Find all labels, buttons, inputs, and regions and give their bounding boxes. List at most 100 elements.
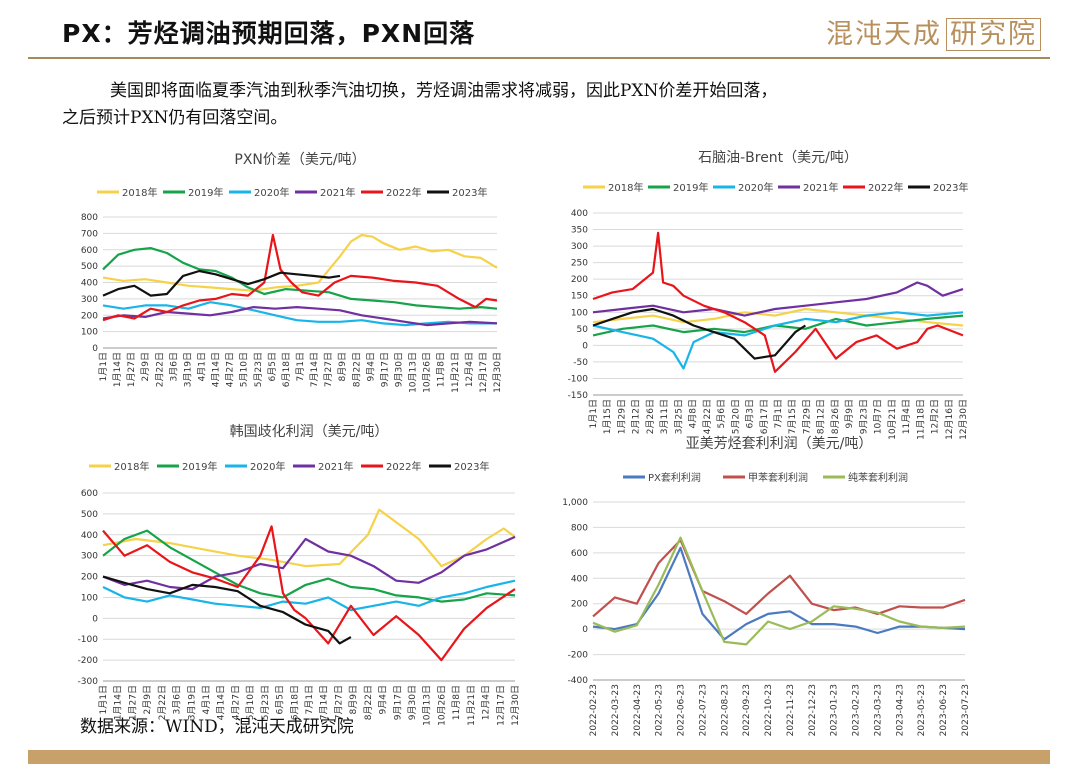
x-tick-label: 12月17日 xyxy=(478,352,489,393)
x-tick-label: 12月30日 xyxy=(958,399,969,440)
y-tick-label: 400 xyxy=(571,574,588,584)
y-tick-label: 50 xyxy=(577,325,589,335)
x-tick-label: 1月15日 xyxy=(602,399,613,434)
legend-label: 2018年 xyxy=(114,460,149,473)
x-tick-label: 9月17日 xyxy=(379,352,390,387)
y-tick-label: -200 xyxy=(568,651,589,661)
y-tick-label: 400 xyxy=(571,209,588,219)
legend-label: 2022年 xyxy=(386,460,421,473)
x-tick-label: 2022-06-23 xyxy=(677,684,687,736)
series-line xyxy=(102,246,498,310)
y-tick-label: -100 xyxy=(78,635,99,645)
x-tick-label: 4月14日 xyxy=(211,352,222,387)
footer-bar xyxy=(28,750,1050,764)
y-tick-label: 500 xyxy=(81,262,98,272)
x-tick-label: 8月9日 xyxy=(348,685,359,714)
x-tick-label: 10月26日 xyxy=(436,685,447,726)
x-tick-label: 11月4日 xyxy=(901,399,912,434)
legend-label: 2018年 xyxy=(608,181,643,194)
y-tick-label: 500 xyxy=(81,510,98,520)
x-tick-label: 2023-06-23 xyxy=(939,684,949,736)
chart-naphtha-brent: 石脑油-Brent（美元/吨） 2018年 2019年 2020年 2021年 2022年… xyxy=(568,150,969,440)
x-tick-label: 12月4日 xyxy=(464,352,475,387)
legend-label: 甲苯套利利润 xyxy=(748,471,808,484)
y-tick-label: -100 xyxy=(568,374,589,384)
x-tick-label: 7月1日 xyxy=(295,352,306,381)
x-tick-label: 11月21日 xyxy=(466,685,477,726)
y-tick-label: 200 xyxy=(571,275,588,285)
x-tick-label: 12月30日 xyxy=(492,352,503,393)
legend-label: 2020年 xyxy=(250,460,285,473)
y-tick-label: 400 xyxy=(81,279,98,289)
x-tick-label: 1月27日 xyxy=(127,685,138,720)
legend-label: 2023年 xyxy=(452,186,487,199)
data-source-note: 数据来源：WIND，混沌天成研究院 xyxy=(80,717,354,737)
series-line xyxy=(592,281,964,317)
x-tick-label: 2月9日 xyxy=(140,352,151,381)
x-tick-label: 6月5日 xyxy=(267,352,278,381)
x-tick-label: 7月27日 xyxy=(323,352,334,387)
y-tick-label: 350 xyxy=(571,226,588,236)
x-tick-label: 6月18日 xyxy=(289,685,300,720)
x-tick-label: 12月4日 xyxy=(481,685,492,720)
x-tick-label: 2022-02-23 xyxy=(589,684,599,736)
x-tick-label: 10月26日 xyxy=(422,352,433,393)
x-tick-label: 4月8日 xyxy=(688,399,699,428)
x-tick-label: 2022-11-23 xyxy=(786,684,796,736)
series-line xyxy=(592,311,964,370)
x-tick-label: 8月12日 xyxy=(816,399,827,434)
y-tick-label: 150 xyxy=(571,292,588,302)
x-tick-label: 9月4日 xyxy=(378,685,389,714)
x-tick-label: 3月19日 xyxy=(186,685,197,720)
x-tick-label: 5月23日 xyxy=(253,352,264,387)
x-tick-label: 7月27日 xyxy=(333,685,344,720)
x-tick-label: 4月1日 xyxy=(201,685,212,714)
x-tick-label: 1月27日 xyxy=(126,352,137,387)
x-tick-label: 2023-04-23 xyxy=(895,684,905,736)
x-tick-label: 5月10日 xyxy=(245,685,256,720)
x-tick-label: 12月30日 xyxy=(510,685,521,726)
legend-label: 2020年 xyxy=(254,186,289,199)
x-tick-label: 6月17日 xyxy=(759,399,770,434)
x-tick-label: 7月14日 xyxy=(319,685,330,720)
y-tick-label: 600 xyxy=(81,489,98,499)
series-line xyxy=(592,231,964,373)
x-tick-label: 6月18日 xyxy=(281,352,292,387)
x-tick-label: 10月13日 xyxy=(422,685,433,726)
x-tick-label: 11月21日 xyxy=(450,352,461,393)
x-tick-label: 2月22日 xyxy=(154,352,165,387)
chart-asia-us-arbitrage: 亚美芳烃套利利润（美元/吨） PX套利利润 甲苯套利利润 纯苯套利利润 -400 -200… xyxy=(562,435,971,736)
x-tick-label: 5月23日 xyxy=(260,685,271,720)
x-tick-label: 8月22日 xyxy=(351,352,362,387)
x-tick-label: 2023-02-23 xyxy=(852,684,862,736)
y-tick-label: 300 xyxy=(81,295,98,305)
series-line xyxy=(102,269,341,297)
y-tick-label: 100 xyxy=(571,308,588,318)
series-line xyxy=(592,546,966,641)
y-tick-label: -150 xyxy=(568,391,589,401)
x-tick-label: 10月21日 xyxy=(887,399,898,440)
legend-label: 2021年 xyxy=(318,460,353,473)
y-tick-label: 100 xyxy=(81,593,98,603)
x-tick-label: 5月6日 xyxy=(716,399,727,428)
legend-label: 2019年 xyxy=(188,186,223,199)
y-tick-label: 400 xyxy=(81,531,98,541)
series-line xyxy=(592,307,964,327)
x-tick-label: 2月9日 xyxy=(142,685,153,714)
x-tick-label: 5月20日 xyxy=(730,399,741,434)
x-tick-label: 4月1日 xyxy=(197,352,208,381)
x-tick-label: 10月13日 xyxy=(408,352,419,393)
company-logo: 混沌天成 研究院 xyxy=(826,12,1041,51)
x-tick-label: 2022-07-23 xyxy=(698,684,708,736)
x-tick-label: 6月5日 xyxy=(275,685,286,714)
legend-label: 2022年 xyxy=(868,181,903,194)
x-tick-label: 1月14日 xyxy=(113,685,124,720)
y-tick-label: 200 xyxy=(81,311,98,321)
series-line xyxy=(592,307,807,360)
x-tick-label: 7月15日 xyxy=(787,399,798,434)
y-tick-label: 300 xyxy=(81,552,98,562)
x-tick-label: 9月23日 xyxy=(858,399,869,434)
x-tick-label: 5月10日 xyxy=(239,352,250,387)
y-tick-label: 600 xyxy=(571,549,588,559)
x-tick-label: 3月11日 xyxy=(659,399,670,434)
